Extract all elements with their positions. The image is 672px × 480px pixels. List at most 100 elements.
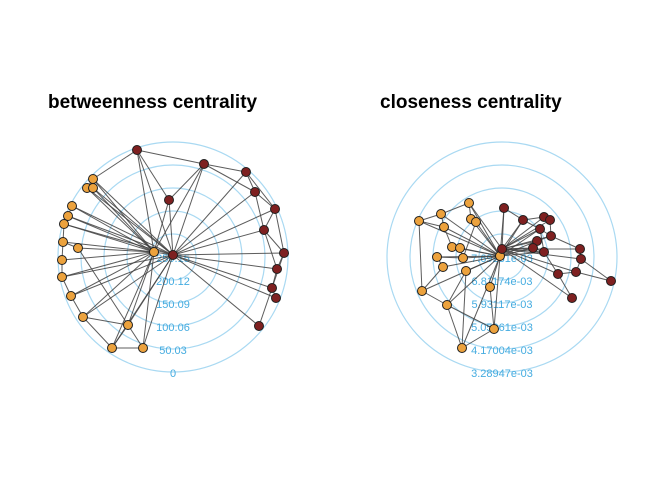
graph-edge bbox=[86, 187, 155, 253]
graph-edge bbox=[92, 187, 155, 253]
graph-node bbox=[518, 215, 528, 225]
graph-edge bbox=[550, 235, 581, 250]
graph-node bbox=[59, 219, 69, 229]
ring-value-label: 6.81174e-03 bbox=[472, 276, 533, 288]
graph-edge bbox=[254, 191, 265, 231]
graph-node bbox=[164, 195, 174, 205]
graph-node bbox=[471, 217, 481, 227]
graph-edge bbox=[263, 229, 285, 254]
graph-edge bbox=[61, 251, 155, 278]
graph-edge bbox=[501, 228, 541, 250]
graph-node bbox=[458, 253, 468, 263]
graph-node bbox=[606, 276, 616, 286]
graph-node bbox=[250, 187, 260, 197]
graph-node bbox=[417, 286, 427, 296]
graph-node bbox=[149, 247, 159, 257]
graph-node bbox=[438, 262, 448, 272]
graph-edge bbox=[70, 251, 155, 297]
graph-edge bbox=[92, 187, 174, 256]
graph-edge bbox=[71, 205, 174, 256]
centrality-ring bbox=[126, 210, 220, 304]
graph-edge bbox=[77, 247, 155, 253]
graph-edge bbox=[203, 163, 247, 173]
graph-edge bbox=[168, 199, 174, 256]
graph-node bbox=[457, 343, 467, 353]
graph-node bbox=[78, 312, 88, 322]
graph-node bbox=[553, 269, 563, 279]
graph-edge bbox=[82, 251, 155, 318]
graph-edge bbox=[418, 220, 501, 257]
graph-edge bbox=[501, 248, 577, 273]
graph-edge bbox=[61, 254, 174, 278]
graph-node bbox=[267, 283, 277, 293]
graph-edge bbox=[421, 255, 501, 292]
graph-edge bbox=[442, 255, 501, 268]
graph-node bbox=[270, 204, 280, 214]
graph-edge bbox=[172, 229, 265, 256]
graph-node bbox=[455, 243, 465, 253]
ring-value-label: 100.06 bbox=[156, 322, 190, 334]
graph-node bbox=[272, 264, 282, 274]
graph-edge bbox=[71, 205, 155, 253]
graph-edge bbox=[172, 254, 260, 327]
graph-edge bbox=[61, 251, 155, 261]
graph-node bbox=[489, 324, 499, 334]
graph-node bbox=[485, 282, 495, 292]
graph-node bbox=[571, 267, 581, 277]
graph-edge bbox=[461, 328, 495, 349]
graph-edge bbox=[446, 255, 501, 306]
centrality-ring bbox=[149, 233, 197, 281]
graph-edge bbox=[443, 226, 501, 257]
graph-node bbox=[432, 252, 442, 262]
graph-edge bbox=[172, 208, 276, 256]
graph-node bbox=[199, 159, 209, 169]
graph-node bbox=[271, 293, 281, 303]
graph-edge bbox=[82, 316, 113, 349]
graph-node bbox=[535, 224, 545, 234]
graph-edge bbox=[489, 286, 495, 330]
graph-edge bbox=[142, 254, 174, 349]
graph-edge bbox=[111, 254, 174, 349]
graph-edge bbox=[446, 304, 463, 349]
graph-edge bbox=[462, 255, 501, 259]
graph-edge bbox=[446, 270, 467, 306]
ring-value-label: 5.05061e-03 bbox=[471, 322, 533, 334]
graph-edge bbox=[459, 247, 501, 257]
graph-node bbox=[546, 231, 556, 241]
ring-value-label: 4.17004e-03 bbox=[471, 345, 533, 357]
graph-edge bbox=[136, 149, 155, 253]
graph-edge bbox=[468, 202, 503, 250]
graph-edge bbox=[142, 251, 155, 349]
graph-edge bbox=[127, 251, 155, 326]
ring-value-label: 150.09 bbox=[156, 299, 190, 311]
graph-node bbox=[254, 321, 264, 331]
graph-edge bbox=[172, 163, 205, 256]
graph-node bbox=[279, 248, 289, 258]
centrality-ring bbox=[386, 141, 618, 373]
graph-edge bbox=[172, 171, 247, 256]
graph-node bbox=[576, 254, 586, 264]
graph-edge bbox=[440, 213, 501, 257]
graph-edge bbox=[575, 271, 612, 282]
ring-value-label: 200.12 bbox=[156, 276, 190, 288]
graph-edge bbox=[111, 251, 155, 349]
graph-edge bbox=[172, 254, 278, 270]
graph-edge bbox=[440, 202, 470, 215]
graph-edge bbox=[468, 202, 501, 257]
graph-edge bbox=[499, 251, 545, 257]
graph-node bbox=[461, 266, 471, 276]
graph-edge bbox=[136, 149, 170, 201]
graph-edge bbox=[263, 229, 278, 270]
graph-edge bbox=[501, 207, 505, 250]
graph-edge bbox=[92, 178, 155, 253]
graph-node bbox=[66, 291, 76, 301]
graph-node bbox=[132, 145, 142, 155]
graph-edge bbox=[153, 199, 170, 253]
graph-edge bbox=[501, 240, 538, 250]
graph-node bbox=[138, 343, 148, 353]
graph-edge bbox=[580, 258, 612, 282]
graph-edge bbox=[501, 248, 559, 275]
